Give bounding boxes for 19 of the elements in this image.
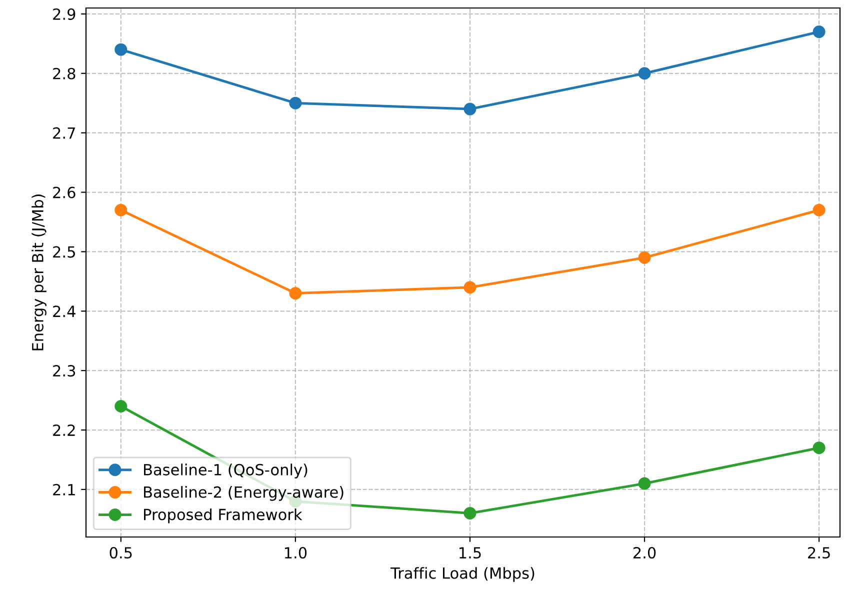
legend-label: Baseline-2 (Energy-aware) [144,486,344,501]
y-tick-label: 2.1 [53,484,75,496]
y-tick-label: 2.5 [53,246,75,258]
y-tick-label: 2.9 [53,8,76,20]
legend-label: Proposed Framework [144,508,302,524]
y-tick-label: 2.2 [53,424,75,436]
y-tick-label: 2.6 [53,186,76,198]
y-tick-label: 2.4 [53,306,76,317]
x-tick-label: 2.5 [808,546,830,559]
y-tick-label: 2.3 [53,365,76,377]
x-axis-title: Traffic Load (Mbps) [390,567,534,582]
x-tick-label: 1.5 [460,547,481,559]
x-tick-label: 1.0 [284,546,307,559]
y-tick-label: 2.8 [53,68,76,80]
y-tick-label: 2.7 [53,127,75,139]
x-tick-label: 2.0 [633,546,656,559]
legend-label: Baseline-1 (QoS-only) [144,464,308,478]
y-axis-title: Energy per Bit (J/Mb) [32,194,46,350]
x-tick-label: 0.5 [110,546,132,559]
